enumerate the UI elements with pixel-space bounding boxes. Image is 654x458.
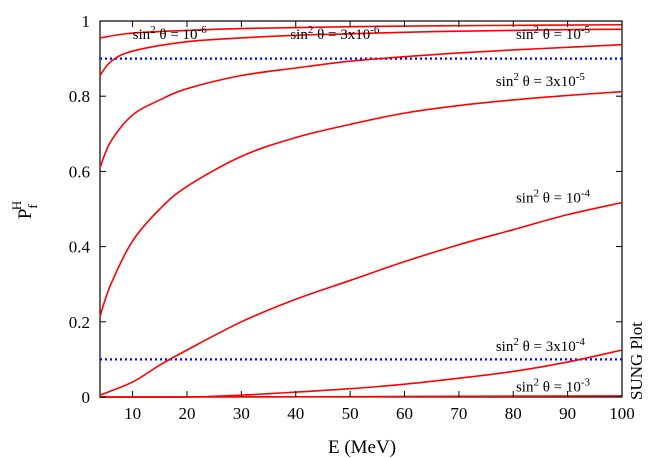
- y-tick-label: 1: [82, 12, 91, 31]
- y-tick-label: 0.6: [69, 162, 90, 181]
- curve-annotation: sin2 θ = 10-5: [516, 24, 591, 43]
- x-tick-label: 30: [233, 404, 250, 423]
- x-tick-label: 10: [124, 404, 141, 423]
- curve-annotation: sin2 θ = 3x10-4: [496, 336, 586, 355]
- y-tick-label: 0.4: [69, 238, 91, 257]
- y-tick-label: 0: [82, 388, 91, 407]
- x-tick-label: 40: [287, 404, 304, 423]
- x-axis-label: E (MeV): [328, 437, 396, 458]
- x-axis: 10 20 30 40 50 60 70 80 90 100: [124, 21, 635, 423]
- series-line-s1e-3: [99, 395, 623, 398]
- curve-annotation: sin2 θ = 10-3: [516, 376, 591, 395]
- curve-annotation: sin2 θ = 10-6: [133, 24, 208, 43]
- x-tick-label: 60: [396, 404, 413, 423]
- reference-lines: [100, 57, 622, 361]
- y-axis: 0 0.2 0.4 0.6 0.8 1: [69, 12, 622, 407]
- x-tick-label: 80: [505, 404, 522, 423]
- curve-annotation: sin2 θ = 3x10-5: [496, 71, 586, 90]
- x-tick-label: 70: [450, 404, 467, 423]
- series-line-s3e-4: [99, 201, 623, 396]
- x-tick-label: 100: [609, 404, 635, 423]
- x-tick-label: 50: [342, 404, 359, 423]
- series-line-s3e-5: [99, 43, 623, 168]
- watermark: SUNG Plot: [627, 322, 646, 400]
- curve-annotation: sin2 θ = 3x10-6: [290, 24, 380, 43]
- x-tick-label: 90: [559, 404, 576, 423]
- y-tick-label: 0.2: [69, 313, 90, 332]
- annotations: sin2 θ = 10-6 sin2 θ = 3x10-6 sin2 θ = 10-…: [133, 24, 591, 395]
- series-line-s3e-6: [99, 28, 623, 77]
- series-line-s1e-4: [99, 90, 623, 317]
- y-axis-label: PfH: [9, 201, 40, 219]
- x-tick-label: 20: [179, 404, 196, 423]
- series-line-s1e-6: [99, 23, 623, 39]
- curve-annotation: sin2 θ = 10-4: [516, 188, 591, 207]
- y-axis-label-text: PfH: [9, 201, 40, 219]
- y-tick-label: 0.8: [69, 87, 90, 106]
